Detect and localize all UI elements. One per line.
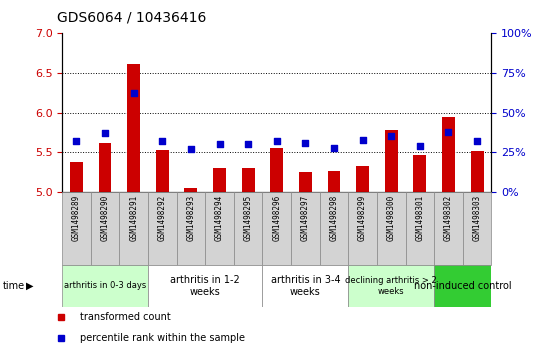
Bar	[271, 148, 283, 192]
Text: time: time	[3, 281, 25, 291]
Point	[158, 138, 166, 144]
Text: ▶: ▶	[26, 281, 33, 291]
Text: non-induced control: non-induced control	[414, 281, 511, 291]
Bar	[148, 192, 177, 265]
Bar	[91, 192, 119, 265]
Point	[473, 138, 482, 144]
Bar	[127, 64, 140, 192]
Bar	[348, 265, 434, 307]
Bar	[99, 143, 111, 192]
Bar	[148, 265, 262, 307]
Bar	[185, 188, 197, 192]
Point	[130, 90, 138, 96]
Bar	[205, 192, 234, 265]
Text: GSM1498291: GSM1498291	[129, 195, 138, 241]
Bar	[242, 168, 254, 192]
Bar	[70, 162, 83, 192]
Point	[215, 142, 224, 147]
Point	[416, 143, 424, 149]
Text: GSM1498298: GSM1498298	[329, 195, 339, 241]
Bar	[463, 192, 491, 265]
Bar	[442, 117, 455, 192]
Bar	[434, 192, 463, 265]
Point	[387, 134, 395, 139]
Point	[359, 137, 367, 143]
Text: GSM1498290: GSM1498290	[100, 195, 110, 241]
Bar	[471, 151, 483, 192]
Point	[444, 129, 453, 135]
Point	[301, 140, 310, 146]
Point	[72, 138, 81, 144]
Text: GSM1498303: GSM1498303	[472, 195, 482, 241]
Bar	[156, 150, 168, 192]
Bar	[177, 192, 205, 265]
Bar	[385, 130, 397, 192]
Text: GSM1498292: GSM1498292	[158, 195, 167, 241]
Text: GSM1498295: GSM1498295	[244, 195, 253, 241]
Text: arthritis in 1-2
weeks: arthritis in 1-2 weeks	[170, 275, 240, 297]
Bar	[119, 192, 148, 265]
Text: GSM1498297: GSM1498297	[301, 195, 310, 241]
Point	[244, 142, 253, 147]
Point	[273, 138, 281, 144]
Text: declining arthritis > 2
weeks: declining arthritis > 2 weeks	[346, 276, 437, 295]
Bar	[291, 192, 320, 265]
Bar	[348, 192, 377, 265]
Point	[100, 130, 109, 136]
Bar	[406, 192, 434, 265]
Text: GSM1498289: GSM1498289	[72, 195, 81, 241]
Text: GSM1498300: GSM1498300	[387, 195, 396, 241]
Bar	[299, 172, 312, 192]
Bar	[377, 192, 406, 265]
Bar	[320, 192, 348, 265]
Text: GSM1498293: GSM1498293	[186, 195, 195, 241]
Text: arthritis in 0-3 days: arthritis in 0-3 days	[64, 281, 146, 290]
Text: arthritis in 3-4
weeks: arthritis in 3-4 weeks	[271, 275, 340, 297]
Bar	[234, 192, 262, 265]
Text: GSM1498302: GSM1498302	[444, 195, 453, 241]
Bar	[414, 155, 426, 192]
Bar	[356, 166, 369, 192]
Text: GSM1498299: GSM1498299	[358, 195, 367, 241]
Bar	[262, 265, 348, 307]
Bar	[434, 265, 491, 307]
Bar	[62, 192, 91, 265]
Text: GSM1498301: GSM1498301	[415, 195, 424, 241]
Point	[329, 145, 338, 151]
Text: transformed count: transformed count	[80, 312, 171, 322]
Bar	[262, 192, 291, 265]
Text: GSM1498296: GSM1498296	[272, 195, 281, 241]
Text: GSM1498294: GSM1498294	[215, 195, 224, 241]
Text: GDS6064 / 10436416: GDS6064 / 10436416	[57, 11, 206, 25]
Text: percentile rank within the sample: percentile rank within the sample	[80, 333, 245, 343]
Bar	[328, 171, 340, 192]
Point	[187, 146, 195, 152]
Bar	[62, 265, 148, 307]
Bar	[213, 168, 226, 192]
